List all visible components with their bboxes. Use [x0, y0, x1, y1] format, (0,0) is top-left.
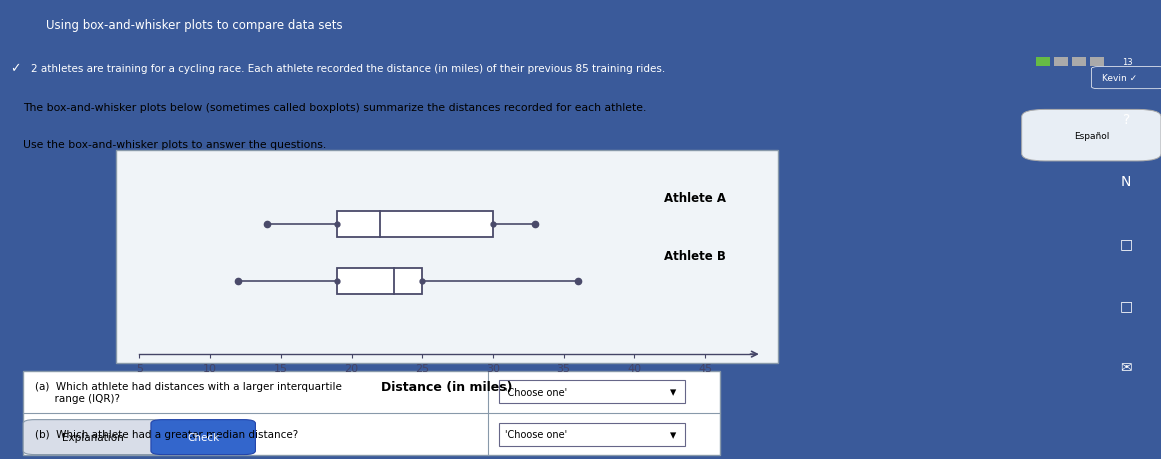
Bar: [1054, 58, 1068, 67]
Text: ✉: ✉: [1120, 360, 1132, 374]
FancyBboxPatch shape: [1022, 110, 1161, 162]
Text: 'Choose one': 'Choose one': [505, 429, 568, 439]
Text: (a)  Which athlete had distances with a larger interquartile
      range (IQR)?: (a) Which athlete had distances with a l…: [35, 381, 341, 403]
Text: 13: 13: [1122, 58, 1133, 67]
Text: Check: Check: [187, 432, 219, 442]
Text: Use the box-and-whisker plots to answer the questions.: Use the box-and-whisker plots to answer …: [23, 140, 326, 150]
FancyBboxPatch shape: [1091, 67, 1161, 90]
Text: 2 athletes are training for a cycling race. Each athlete recorded the distance (: 2 athletes are training for a cycling ra…: [30, 64, 665, 74]
Text: ▾: ▾: [670, 386, 676, 398]
Text: 'Choose one': 'Choose one': [505, 387, 568, 397]
Text: Using box-and-whisker plots to compare data sets: Using box-and-whisker plots to compare d…: [46, 19, 342, 32]
FancyBboxPatch shape: [151, 420, 255, 454]
Bar: [338, 212, 493, 238]
Bar: [1090, 58, 1104, 67]
FancyBboxPatch shape: [116, 151, 778, 364]
Text: □: □: [1119, 236, 1133, 250]
Bar: [1072, 58, 1086, 67]
FancyBboxPatch shape: [499, 423, 685, 446]
Text: Athlete B: Athlete B: [664, 249, 727, 262]
Text: Kevin ✓: Kevin ✓: [1102, 73, 1137, 83]
Text: The box-and-whisker plots below (sometimes called boxplots) summarize the distan: The box-and-whisker plots below (sometim…: [23, 103, 647, 113]
FancyBboxPatch shape: [23, 371, 720, 455]
Bar: [338, 269, 423, 295]
Text: Explanation: Explanation: [62, 432, 124, 442]
Text: (b)  Which athlete had a greater median distance?: (b) Which athlete had a greater median d…: [35, 429, 298, 439]
Text: N: N: [1122, 174, 1131, 188]
Text: Español: Español: [1074, 131, 1109, 140]
Text: ▾: ▾: [670, 428, 676, 441]
Bar: [1036, 58, 1050, 67]
X-axis label: Distance (in miles): Distance (in miles): [381, 380, 513, 393]
FancyBboxPatch shape: [23, 420, 163, 454]
FancyBboxPatch shape: [499, 381, 685, 403]
Text: ?: ?: [1123, 112, 1130, 126]
Text: Athlete A: Athlete A: [664, 192, 727, 205]
Text: □: □: [1119, 298, 1133, 312]
Text: ✓: ✓: [10, 62, 21, 75]
